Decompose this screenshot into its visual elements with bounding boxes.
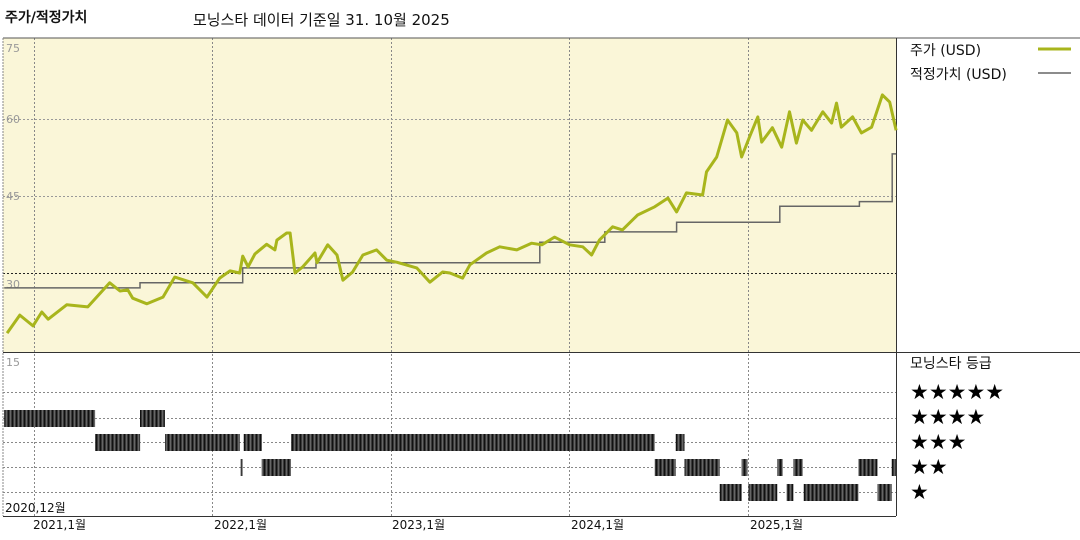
- rating-bar-2-star: [858, 459, 878, 476]
- rating-bar-4-star: [4, 410, 96, 427]
- x-tick-2025-01: 2025,1월: [750, 518, 803, 532]
- y-tick-60: 60: [6, 113, 20, 126]
- rating-row-2-stars: ★★: [910, 455, 948, 479]
- rating-bars: [4, 410, 897, 501]
- rating-row-1-star: ★: [910, 480, 929, 504]
- rating-bar-4-star: [140, 410, 165, 427]
- rating-row-5-stars: ★★★★★: [910, 380, 1004, 404]
- rating-bar-1-star: [803, 484, 859, 501]
- rating-bar-1-star: [877, 484, 892, 501]
- rating-bar-1-star: [719, 484, 742, 501]
- rating-bar-2-star: [891, 459, 897, 476]
- plot-background: [3, 38, 896, 352]
- rating-bar-2-star: [777, 459, 783, 476]
- x-tick-2024-01: 2024,1월: [571, 518, 624, 532]
- rating-bar-1-star: [786, 484, 794, 501]
- series-group: [4, 93, 898, 334]
- rating-bar-2-star: [240, 459, 243, 476]
- rating-bar-2-star: [261, 459, 291, 476]
- y-tick-75: 75: [6, 42, 20, 55]
- x-tick-2023-01: 2023,1월: [392, 518, 445, 532]
- rating-bar-1-star: [748, 484, 778, 501]
- fair-value-line: [4, 153, 897, 289]
- rating-legend-title: 모닝스타 등급: [910, 356, 992, 372]
- x-tick-2022-01: 2022,1월: [214, 518, 267, 532]
- x-tick-2020-12: 2020,12월: [5, 501, 66, 515]
- rating-bar-2-star: [684, 459, 720, 476]
- rating-bar-3-star: [675, 434, 685, 451]
- rating-row-4-stars: ★★★★: [910, 405, 985, 429]
- rating-row-3-stars: ★★★: [910, 430, 966, 454]
- legend-price-label: 주가 (USD): [910, 43, 981, 59]
- rating-bar-3-star: [243, 434, 262, 451]
- rating-bar-3-star: [165, 434, 240, 451]
- rating-bar-2-star: [654, 459, 676, 476]
- y-tick-15: 15: [6, 356, 20, 369]
- legend: 주가 (USD) 적정가치 (USD): [910, 43, 1071, 83]
- chart-title: 주가/적정가치: [5, 9, 87, 26]
- legend-fair-value-label: 적정가치 (USD): [910, 67, 1007, 83]
- y-tick-30: 30: [6, 278, 20, 291]
- data-date-subtitle: 모닝스타 데이터 기준일 31. 10월 2025: [193, 11, 450, 29]
- rating-bar-2-star: [793, 459, 803, 476]
- rating-bar-3-star: [291, 434, 655, 451]
- rating-bar-3-star: [95, 434, 141, 451]
- rating-bar-2-star: [741, 459, 748, 476]
- price-line: [5, 93, 898, 334]
- y-tick-45: 45: [6, 190, 20, 203]
- x-tick-2021-01: 2021,1월: [33, 518, 86, 532]
